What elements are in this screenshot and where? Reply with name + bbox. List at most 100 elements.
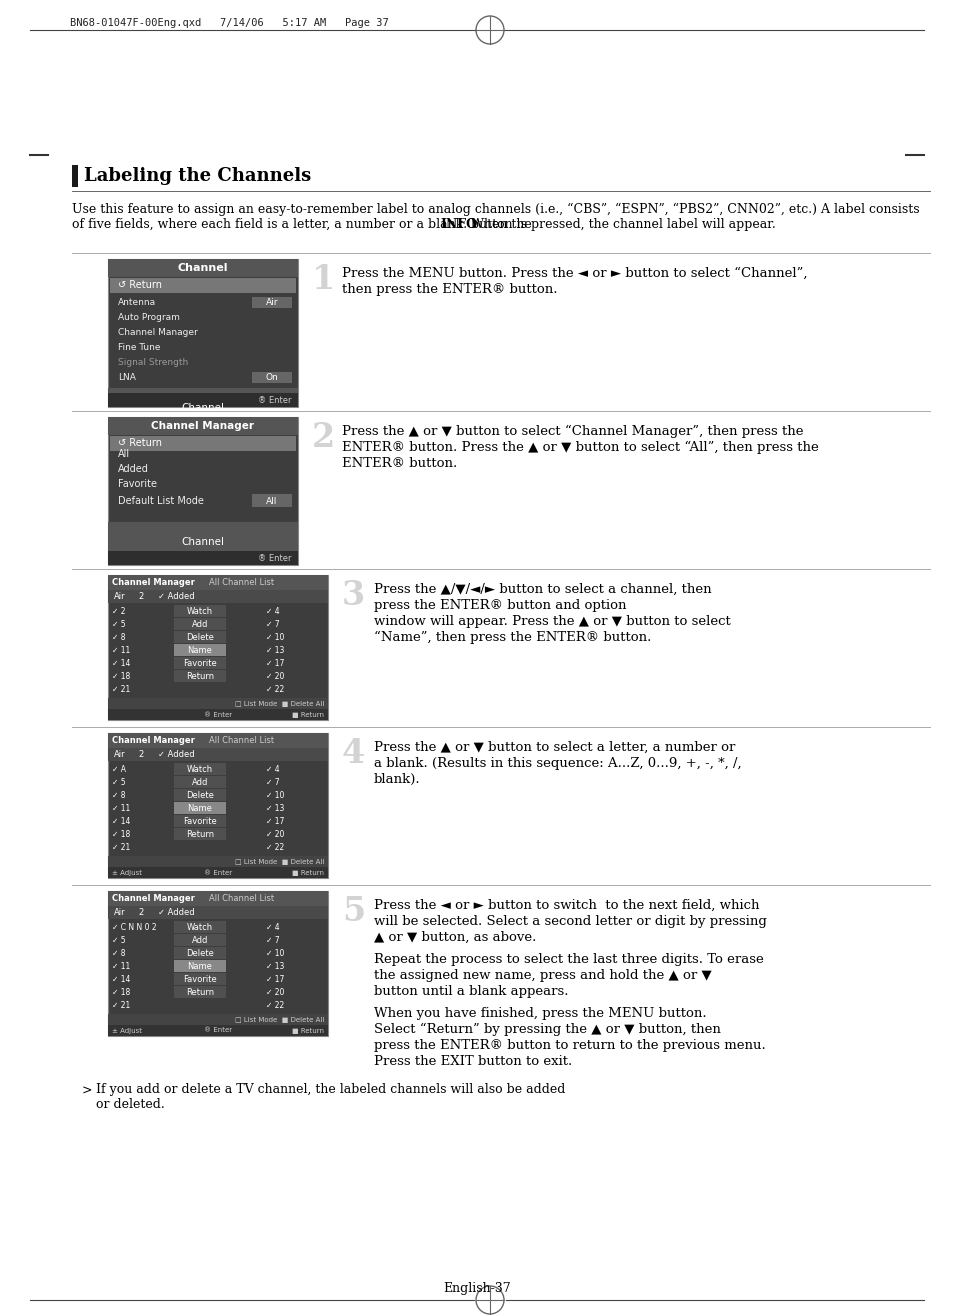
Bar bbox=[108, 698, 328, 709]
Text: 2: 2 bbox=[138, 592, 143, 601]
Bar bbox=[108, 856, 328, 867]
Bar bbox=[252, 372, 292, 383]
Bar bbox=[108, 388, 297, 393]
Bar bbox=[173, 947, 226, 959]
Text: ■ Return: ■ Return bbox=[292, 869, 324, 876]
Text: ✓ 11: ✓ 11 bbox=[112, 646, 131, 655]
Text: blank).: blank). bbox=[374, 773, 420, 786]
Text: Add: Add bbox=[192, 935, 208, 944]
Text: ✓ 8: ✓ 8 bbox=[112, 633, 126, 642]
Text: ® Enter: ® Enter bbox=[258, 554, 292, 563]
Bar bbox=[173, 973, 226, 985]
Text: the assigned new name, press and hold the ▲ or ▼: the assigned new name, press and hold th… bbox=[374, 969, 711, 982]
Text: ✓ 17: ✓ 17 bbox=[266, 817, 285, 826]
Text: Press the ◄ or ► button to switch  to the next field, which: Press the ◄ or ► button to switch to the… bbox=[374, 899, 759, 913]
Text: Press the ▲ or ▼ button to select “Channel Manager”, then press the: Press the ▲ or ▼ button to select “Chann… bbox=[341, 425, 802, 438]
Bar bbox=[108, 906, 328, 919]
Text: ✓ C N N 0 2: ✓ C N N 0 2 bbox=[112, 923, 156, 931]
Bar bbox=[108, 393, 297, 408]
Text: ✓ 5: ✓ 5 bbox=[112, 935, 126, 944]
Text: Channel Manager: Channel Manager bbox=[112, 894, 194, 903]
Text: Channel Manager: Channel Manager bbox=[112, 736, 194, 746]
Text: 2: 2 bbox=[138, 750, 143, 759]
Text: Add: Add bbox=[192, 777, 208, 786]
Text: All Channel List: All Channel List bbox=[209, 894, 274, 903]
Text: All: All bbox=[266, 497, 277, 505]
Text: 2: 2 bbox=[138, 907, 143, 917]
Text: “Name”, then press the ENTER® button.: “Name”, then press the ENTER® button. bbox=[374, 631, 651, 644]
Text: Air: Air bbox=[113, 907, 126, 917]
Bar bbox=[108, 732, 328, 878]
Text: Watch: Watch bbox=[187, 764, 213, 773]
Text: Delete: Delete bbox=[186, 633, 213, 642]
Text: ✓ Added: ✓ Added bbox=[158, 750, 194, 759]
Bar bbox=[108, 892, 328, 1036]
Text: Channel Manager: Channel Manager bbox=[118, 327, 197, 337]
Text: Name: Name bbox=[188, 803, 213, 813]
Bar bbox=[108, 1014, 328, 1024]
Bar bbox=[108, 575, 328, 590]
Text: button is pressed, the channel label will appear.: button is pressed, the channel label wil… bbox=[466, 218, 775, 231]
Text: Return: Return bbox=[186, 672, 213, 680]
Bar bbox=[110, 277, 295, 293]
Text: ✓ 7: ✓ 7 bbox=[266, 619, 280, 629]
Bar bbox=[173, 828, 226, 840]
Text: Use this feature to assign an easy-to-remember label to analog channels (i.e., “: Use this feature to assign an easy-to-re… bbox=[71, 203, 919, 216]
Bar bbox=[108, 417, 297, 435]
Text: Fine Tune: Fine Tune bbox=[118, 342, 160, 351]
Text: ✓ 7: ✓ 7 bbox=[266, 777, 280, 786]
Bar bbox=[173, 605, 226, 617]
Text: ✓ 18: ✓ 18 bbox=[112, 672, 131, 680]
Text: □ List Mode  ■ Delete All: □ List Mode ■ Delete All bbox=[234, 1016, 324, 1023]
Bar bbox=[108, 259, 297, 408]
Text: ✓ 4: ✓ 4 bbox=[266, 923, 280, 931]
Text: ✓ 10: ✓ 10 bbox=[266, 633, 285, 642]
Text: >: > bbox=[82, 1085, 92, 1098]
Text: All: All bbox=[118, 448, 130, 459]
Text: ✓ 10: ✓ 10 bbox=[266, 790, 285, 800]
Text: 2: 2 bbox=[312, 421, 335, 454]
Text: ® Enter: ® Enter bbox=[204, 711, 232, 718]
Text: ± Adjust: ± Adjust bbox=[112, 1027, 142, 1034]
Text: Return: Return bbox=[186, 988, 213, 997]
Text: ± Adjust: ± Adjust bbox=[112, 869, 142, 876]
Text: ↺ Return: ↺ Return bbox=[118, 280, 162, 291]
Text: ✓ 5: ✓ 5 bbox=[112, 619, 126, 629]
Text: 4: 4 bbox=[341, 736, 365, 771]
Text: All Channel List: All Channel List bbox=[209, 736, 274, 746]
Text: a blank. (Results in this sequence: A...Z, 0...9, +, -, *, /,: a blank. (Results in this sequence: A...… bbox=[374, 757, 740, 771]
Text: Channel Manager: Channel Manager bbox=[112, 579, 194, 586]
Text: ENTER® button.: ENTER® button. bbox=[341, 458, 456, 469]
Text: ✓ 20: ✓ 20 bbox=[266, 830, 285, 839]
Text: Select “Return” by pressing the ▲ or ▼ button, then: Select “Return” by pressing the ▲ or ▼ b… bbox=[374, 1023, 720, 1036]
Text: Channel Manager: Channel Manager bbox=[152, 421, 254, 431]
Text: ✓ 14: ✓ 14 bbox=[112, 659, 131, 668]
Bar bbox=[173, 815, 226, 827]
Bar bbox=[110, 437, 295, 451]
Text: will be selected. Select a second letter or digit by pressing: will be selected. Select a second letter… bbox=[374, 915, 766, 928]
Bar bbox=[108, 259, 297, 277]
Bar bbox=[252, 494, 292, 508]
Text: Air: Air bbox=[113, 750, 126, 759]
Text: ✓ 8: ✓ 8 bbox=[112, 948, 126, 957]
Bar bbox=[71, 164, 78, 187]
Text: ✓ Added: ✓ Added bbox=[158, 907, 194, 917]
Text: Name: Name bbox=[188, 961, 213, 970]
Bar bbox=[108, 590, 328, 604]
Text: Favorite: Favorite bbox=[118, 479, 157, 489]
Bar bbox=[108, 892, 328, 906]
Text: ✓ 17: ✓ 17 bbox=[266, 974, 285, 984]
Text: ✓ Added: ✓ Added bbox=[158, 592, 194, 601]
Text: ✓ 10: ✓ 10 bbox=[266, 948, 285, 957]
Text: 5: 5 bbox=[341, 896, 365, 928]
Bar bbox=[173, 658, 226, 669]
Text: ✓ 22: ✓ 22 bbox=[266, 685, 284, 693]
Text: ✓ 2: ✓ 2 bbox=[112, 606, 126, 615]
Bar bbox=[173, 960, 226, 972]
Text: ENTER® button. Press the ▲ or ▼ button to select “All”, then press the: ENTER® button. Press the ▲ or ▼ button t… bbox=[341, 441, 818, 454]
Text: All Channel List: All Channel List bbox=[209, 579, 274, 586]
Text: □ List Mode  ■ Delete All: □ List Mode ■ Delete All bbox=[234, 859, 324, 865]
Text: ✓ 18: ✓ 18 bbox=[112, 988, 131, 997]
Text: Watch: Watch bbox=[187, 606, 213, 615]
Text: 1: 1 bbox=[312, 263, 335, 296]
